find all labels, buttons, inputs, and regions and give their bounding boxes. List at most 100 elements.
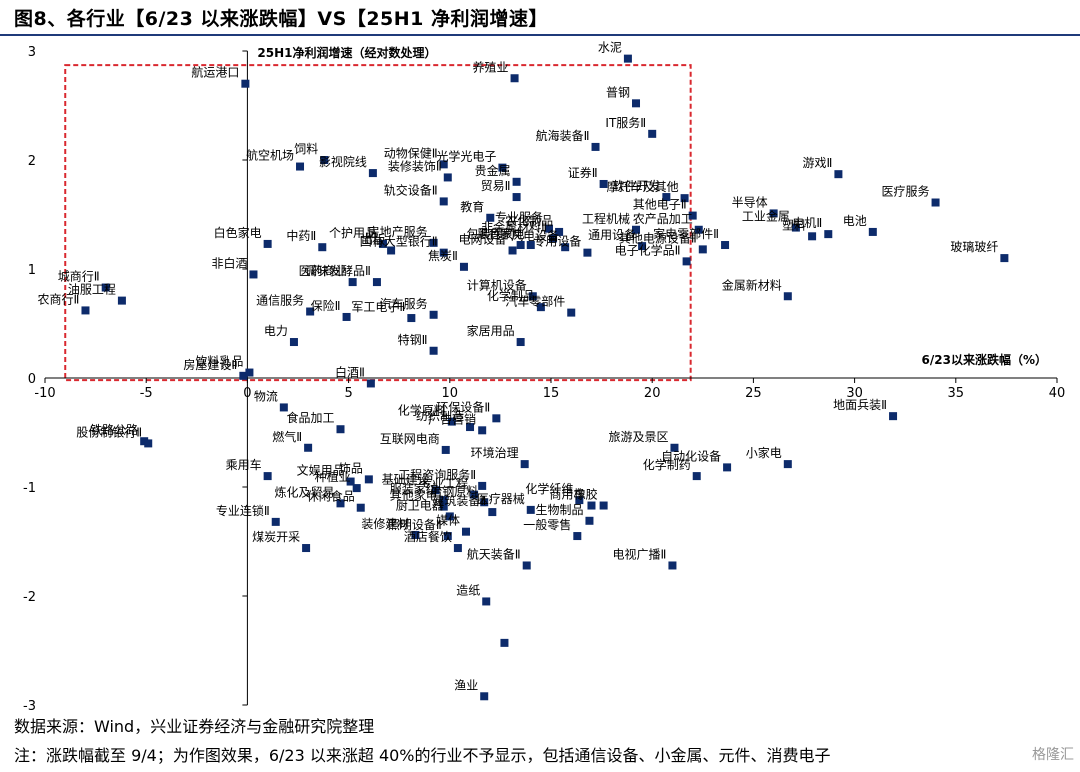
point-label: 航空机场	[246, 148, 294, 163]
data-point	[575, 496, 584, 505]
point-label: 文娱用品	[297, 463, 345, 478]
data-point	[263, 239, 272, 248]
y-tick-label: 2	[28, 154, 36, 169]
point-label: 非白酒	[211, 255, 247, 270]
data-point	[1000, 254, 1009, 263]
data-point	[348, 278, 357, 287]
data-point	[364, 475, 373, 484]
data-point	[478, 481, 487, 490]
point-label: 电网设备	[459, 232, 507, 246]
point-label: 白色家电	[214, 225, 262, 240]
point-label: 家电零部件Ⅱ	[653, 226, 719, 241]
point-label: 互联网电商	[380, 431, 440, 446]
x-tick-label: 25	[745, 386, 762, 401]
point-label: 航海装备Ⅱ	[536, 128, 590, 143]
point-label: 轨交设备Ⅱ	[384, 182, 438, 197]
data-point	[271, 517, 280, 526]
point-label: 化学纤维	[525, 481, 573, 496]
x-tick-label: 35	[948, 386, 965, 401]
data-point	[931, 198, 940, 207]
data-point	[488, 508, 497, 517]
data-point	[808, 232, 817, 241]
point-label: 渔业	[454, 678, 478, 692]
point-label: 食品加工	[286, 410, 334, 425]
data-point	[573, 532, 582, 541]
y-tick-label: -1	[23, 481, 36, 496]
data-point	[356, 503, 365, 512]
point-label: 炼化及贸易	[274, 484, 334, 499]
data-point	[453, 544, 462, 553]
point-label: 商用车	[549, 487, 585, 502]
data-point	[632, 225, 641, 234]
point-label: 国有大型银行Ⅱ	[360, 235, 438, 249]
point-label: 乘用车	[226, 457, 262, 472]
x-tick-label: 0	[243, 386, 251, 401]
data-point	[638, 242, 647, 251]
point-label: 证券Ⅱ	[568, 165, 598, 180]
point-label: 影视院线	[319, 154, 367, 169]
x-tick-label: 5	[344, 386, 352, 401]
point-label: 厨卫电器	[396, 498, 444, 512]
x-tick-label: 30	[846, 386, 863, 401]
data-point	[289, 338, 298, 347]
data-point	[461, 527, 470, 536]
point-label: 游戏Ⅱ	[802, 156, 832, 170]
data-point	[498, 163, 507, 172]
point-label: 农化制品	[505, 214, 553, 228]
point-label: 贸易Ⅱ	[481, 179, 511, 193]
point-label: 地面兵装Ⅱ	[833, 398, 887, 412]
point-label: 股份制银行Ⅱ	[76, 425, 142, 439]
data-point	[336, 425, 345, 434]
data-point	[668, 561, 677, 570]
data-point	[591, 142, 600, 151]
point-label: 通信服务	[256, 293, 304, 308]
note-text: 注：涨跌幅截至 9/4；为作图效果，6/23 以来涨超 40%的行业不予显示，包…	[14, 746, 831, 765]
point-label: 电力	[264, 324, 288, 338]
data-point	[599, 501, 608, 510]
data-point	[447, 417, 456, 426]
data-point	[379, 239, 388, 248]
point-label: 电池	[843, 214, 867, 228]
data-point	[368, 169, 377, 178]
data-point	[692, 472, 701, 481]
y-axis-title: 25H1净利润增速（经对数处理）	[257, 45, 436, 60]
data-point	[459, 262, 468, 271]
point-label: 工程咨询服务Ⅱ	[398, 467, 476, 482]
point-label: 中药Ⅱ	[286, 228, 316, 243]
data-point	[429, 346, 438, 355]
point-label: 橡胶	[574, 487, 598, 502]
watermark-text: 格隆汇	[1032, 747, 1074, 763]
point-label: 电子化学品Ⅱ	[615, 242, 681, 257]
point-label: IT服务Ⅱ	[605, 115, 646, 130]
data-point	[544, 224, 553, 233]
point-label: 黑色家电	[477, 226, 525, 241]
point-label: 汽车零部件	[505, 294, 565, 309]
data-point	[366, 379, 375, 388]
data-point	[439, 197, 448, 206]
data-point	[407, 314, 416, 323]
point-label: 计算机设备	[467, 277, 527, 292]
point-label: 电机Ⅱ	[792, 216, 822, 230]
data-point	[439, 160, 448, 169]
data-point	[372, 278, 381, 287]
data-point	[352, 484, 361, 493]
figure-title: 图8、各行业【6/23 以来涨跌幅】VS【25H1 净利润增速】	[14, 8, 549, 30]
point-label: 动物保健Ⅱ	[384, 146, 438, 160]
point-label: 专用设备	[533, 234, 581, 249]
point-label: 媒体	[436, 514, 460, 528]
x-axis-title: 6/23以来涨跌幅（%）	[922, 352, 1047, 367]
data-point	[549, 234, 558, 243]
title-rule	[0, 34, 1080, 36]
data-point	[492, 414, 501, 423]
point-label: 农产品加工	[633, 212, 693, 226]
point-label: 化学制品	[487, 288, 535, 303]
point-label: 油服工程	[68, 282, 116, 297]
data-point	[249, 270, 258, 279]
point-label: 房地产服务	[368, 224, 428, 239]
data-point	[81, 306, 90, 315]
data-point	[555, 227, 564, 236]
data-point	[500, 638, 509, 647]
data-point	[868, 227, 877, 236]
data-point	[670, 443, 679, 452]
x-tick-label: 10	[442, 386, 459, 401]
